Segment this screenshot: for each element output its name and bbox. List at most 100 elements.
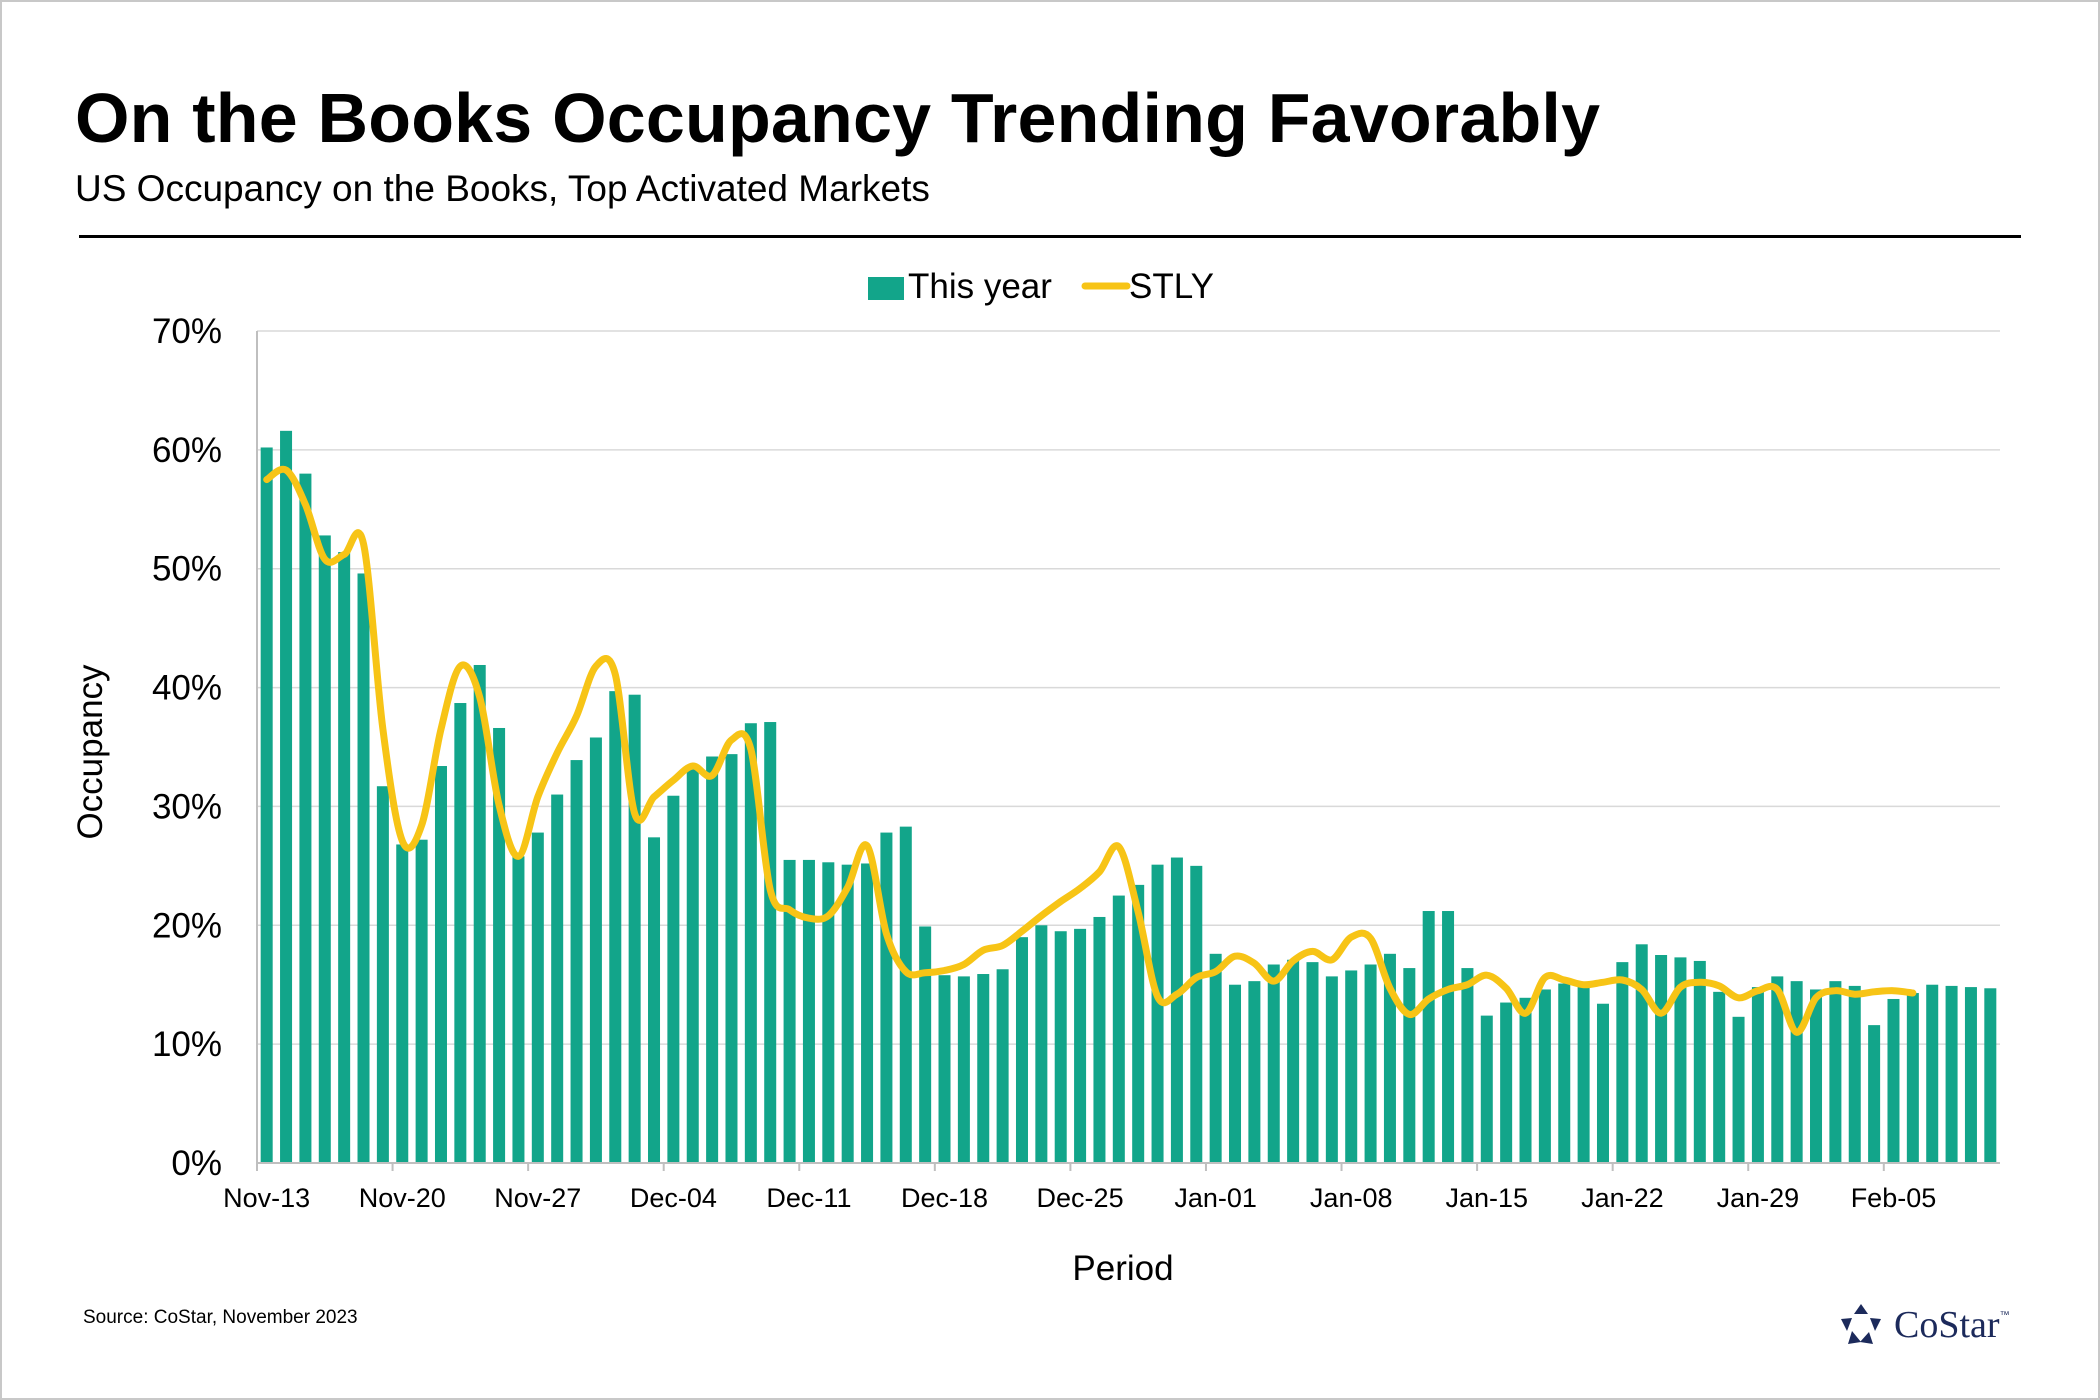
bar-this-year [1422,911,1435,1163]
x-tick-label: Dec-11 [766,1183,851,1213]
bar-this-year [1151,864,1164,1163]
bar-this-year [1810,989,1823,1163]
bar-this-year [434,766,447,1163]
bar-this-year [376,786,389,1163]
bar-this-year [531,832,544,1163]
bar-this-year [1713,991,1726,1163]
bar-this-year [919,926,932,1163]
bar-this-year [1442,911,1455,1163]
bar-this-year [1364,964,1377,1163]
x-tick-labels: Nov-13 Nov-20 Nov-27 Dec-04 Dec-11 Dec-18 Dec-… [223,1163,1936,1213]
bar-this-year [1751,987,1764,1163]
bar-this-year [1074,928,1087,1163]
bar-this-year [299,473,312,1164]
bar-this-year [1771,976,1784,1163]
x-tick-label: Nov-13 [223,1183,310,1213]
bar-this-year [551,794,564,1163]
bar-this-year [1906,993,1919,1163]
bar-this-year [802,859,815,1163]
bar-this-year [957,976,970,1163]
bar-this-year [1287,959,1300,1163]
bar-this-year [1519,997,1532,1163]
bar-this-year [1267,964,1280,1163]
y-tick-label: 30% [152,787,222,826]
bar-this-year [338,552,351,1163]
chart-legend: This year STLY [868,267,1214,306]
costar-logo: CoStar ™ [1838,1300,2010,1350]
bar-this-year [686,764,699,1163]
bar-this-year [996,969,1009,1163]
bar-this-year [1964,987,1977,1163]
bar-this-year [1112,895,1125,1163]
bar-this-year [1325,976,1338,1163]
bar-this-year [899,826,912,1163]
bar-this-year [318,535,331,1163]
bar-this-year [260,447,273,1164]
costar-star-icon [1841,1304,1881,1344]
bar-this-year [977,974,990,1163]
bar-this-year [841,864,854,1163]
bar-this-year [764,722,777,1163]
bar-this-year [744,723,757,1163]
bar-this-year [706,756,719,1163]
title-divider [79,235,2021,238]
axes [256,331,2000,1164]
y-axis-title: Occupancy [71,664,110,840]
bar-this-year [1461,968,1474,1163]
bar-this-year [1480,1015,1493,1163]
x-tick-label: Nov-27 [494,1183,581,1213]
y-tick-label: 10% [152,1025,222,1064]
bar-this-year [1848,985,1861,1163]
bar-this-year [1035,925,1048,1163]
bar-this-year [1596,1003,1609,1163]
bar-this-year [725,754,738,1163]
bar-this-year [1383,953,1396,1163]
bar-this-year [1616,962,1629,1163]
bar-this-year [1887,998,1900,1163]
bar-this-year [1577,982,1590,1163]
page-subtitle: US Occupancy on the Books, Top Activated… [75,168,930,209]
x-tick-label: Feb-05 [1851,1183,1937,1213]
bar-this-year [1829,981,1842,1163]
x-tick-label: Jan-29 [1717,1183,1800,1213]
legend-label-this-year: This year [908,267,1052,306]
bar-this-year [415,839,428,1163]
bar-this-year [1345,970,1358,1163]
bar-this-year [1190,865,1203,1163]
bar-this-year [1015,937,1028,1163]
x-tick-label: Jan-01 [1174,1183,1257,1213]
y-tick-label: 50% [152,550,222,589]
bar-this-year [1306,962,1319,1163]
bar-this-year [1248,981,1261,1163]
bar-this-year [1655,955,1668,1163]
bar-this-year [1558,983,1571,1163]
bar-this-year [1945,985,1958,1163]
legend-label-stly: STLY [1129,267,1214,306]
bar-this-year [1093,916,1106,1163]
bar-this-year [589,737,602,1163]
gridlines [257,330,2000,1045]
legend-swatch-this-year [868,277,904,300]
bars-this-year [260,430,1997,1164]
bar-this-year [396,844,409,1163]
bar-this-year [1790,981,1803,1163]
bar-this-year [1674,957,1687,1163]
bar-this-year [1403,968,1416,1163]
x-tick-label: Dec-25 [1037,1183,1124,1213]
bar-this-year [1732,1016,1745,1163]
bar-this-year [1229,984,1242,1163]
bar-this-year [861,863,874,1163]
x-tick-label: Jan-15 [1446,1183,1529,1213]
bar-this-year [1500,1002,1513,1163]
source-note: Source: CoStar, November 2023 [83,1307,358,1328]
occupancy-chart: 0%10%20%30%40%50%60%70% Nov-13 Nov-20 Nov-… [71,267,2000,1288]
bar-this-year [667,795,680,1163]
bar-this-year [822,862,835,1163]
x-tick-label: Jan-22 [1581,1183,1664,1213]
bar-this-year [1054,931,1067,1163]
bar-this-year [454,703,467,1163]
x-axis-title: Period [1072,1249,1173,1288]
bar-this-year [1132,884,1145,1163]
bar-this-year [1868,1025,1881,1163]
